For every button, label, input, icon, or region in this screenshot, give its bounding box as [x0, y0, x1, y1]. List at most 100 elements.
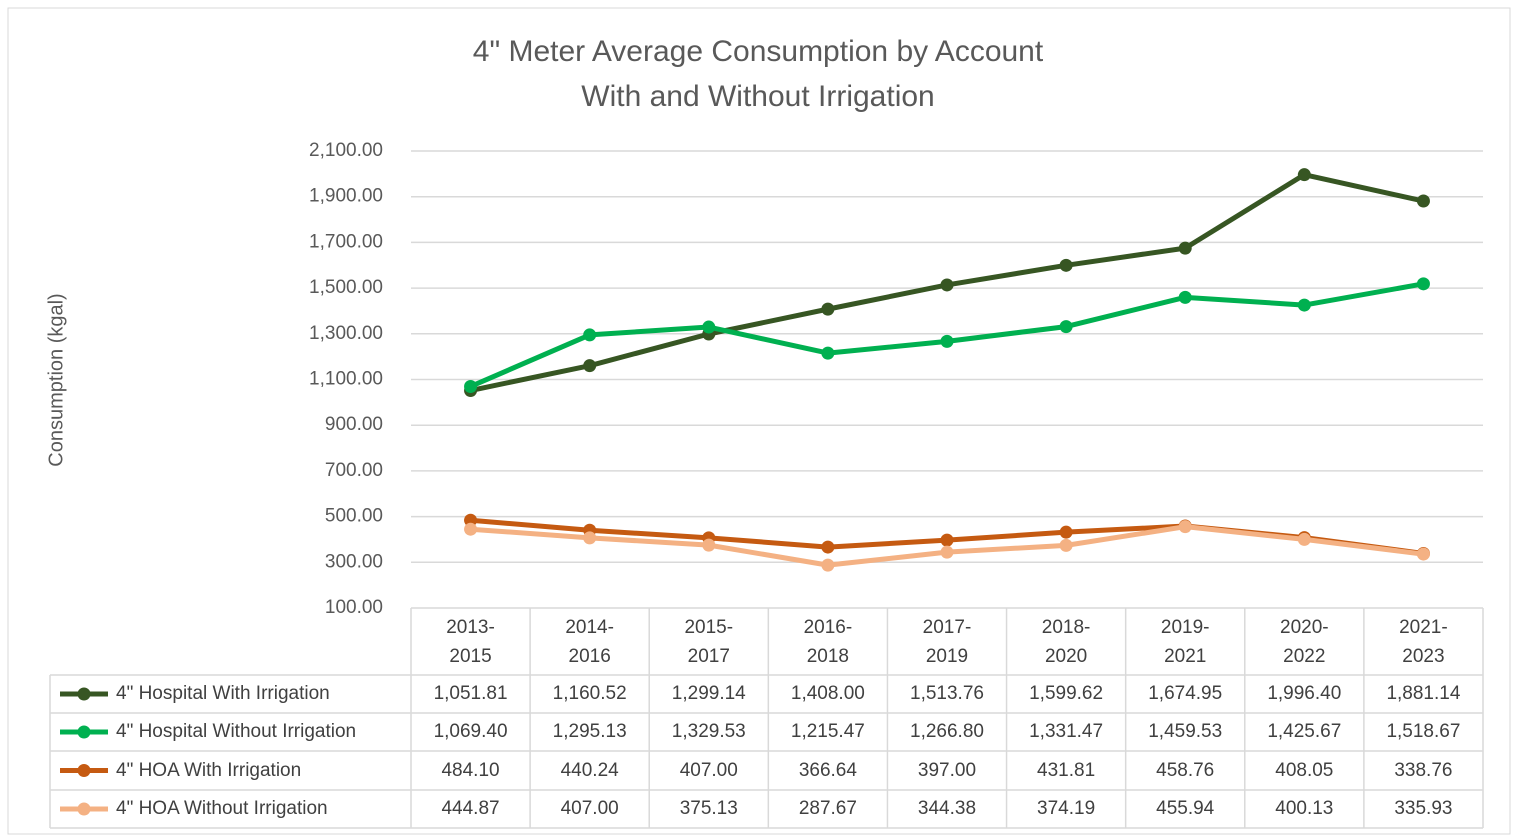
data-label-text: 1,425.67	[1267, 721, 1342, 742]
data-label: 455.94	[1126, 790, 1245, 828]
x-tick-label-text: 2019-2021	[1160, 616, 1210, 667]
x-tick-label: 2014-2016	[530, 608, 649, 675]
data-label: 335.93	[1364, 790, 1483, 828]
data-label: 444.87	[411, 790, 530, 828]
data-label-text: 400.13	[1275, 798, 1334, 819]
data-label-text: 431.81	[1037, 759, 1096, 781]
legend-marker	[77, 687, 91, 701]
y-tick-label: 1,500.00	[309, 277, 383, 298]
data-label: 1,215.47	[768, 713, 887, 751]
data-label: 1,331.47	[1007, 713, 1126, 751]
data-point	[1059, 320, 1073, 334]
legend-marker	[77, 764, 91, 777]
x-tick-label-text: 2017-2019	[922, 616, 972, 667]
data-point	[1416, 547, 1430, 561]
data-label-text: 1,266.80	[910, 721, 984, 742]
data-label: 440.24	[530, 751, 649, 790]
data-point	[940, 278, 954, 292]
data-label-text: 484.10	[441, 759, 500, 781]
data-label-text: 407.00	[560, 798, 619, 819]
y-tick-label: 2,100.00	[309, 140, 383, 161]
data-point	[940, 533, 954, 547]
y-tick-label: 300.00	[325, 551, 383, 572]
data-label-text: 1,331.47	[1029, 721, 1104, 742]
data-label: 1,266.80	[887, 713, 1006, 751]
data-label: 1,051.81	[411, 675, 530, 713]
data-label-text: 1,295.13	[552, 721, 627, 742]
x-tick-label-text: 2014-2016	[565, 616, 614, 667]
data-label: 338.76	[1364, 751, 1483, 790]
data-point	[1297, 168, 1311, 182]
data-label-text: 1,996.40	[1267, 683, 1342, 704]
data-label-text: 338.76	[1394, 759, 1453, 781]
y-tick-label: 500.00	[325, 506, 383, 527]
y-tick-label: 100.00	[325, 597, 383, 618]
data-label: 1,518.67	[1364, 713, 1483, 751]
data-label: 375.13	[649, 790, 768, 828]
x-tick-label: 2015-2017	[649, 608, 768, 675]
y-tick-label: 1,100.00	[309, 369, 383, 390]
data-point	[702, 538, 716, 552]
data-label: 407.00	[530, 790, 649, 828]
data-label-text: 408.05	[1275, 759, 1334, 781]
legend-label: 4" Hospital With Irrigation	[116, 675, 407, 713]
data-label-text: 1,513.76	[910, 683, 984, 704]
data-label: 431.81	[1007, 751, 1126, 790]
data-label: 1,599.62	[1007, 675, 1126, 713]
legend-label-text: 4" HOA With Irrigation	[116, 759, 302, 781]
data-point	[1297, 298, 1311, 312]
x-tick-label-text: 2021-2023	[1399, 616, 1448, 667]
data-point	[1178, 241, 1192, 255]
data-label-text: 1,459.53	[1148, 721, 1223, 742]
legend-label: 4" HOA With Irrigation	[116, 751, 407, 790]
data-label: 458.76	[1126, 751, 1245, 790]
data-point	[464, 513, 478, 527]
y-tick-label: 900.00	[325, 414, 383, 435]
x-tick-label-text: 2018-2020	[1041, 616, 1091, 667]
data-label-text: 407.00	[679, 759, 738, 781]
data-label: 1,425.67	[1245, 713, 1364, 751]
legend-label: 4" HOA Without Irrigation	[116, 790, 407, 828]
x-tick-label-text: 2015-2017	[684, 616, 734, 667]
data-point	[1178, 290, 1192, 304]
data-label-text: 1,881.14	[1386, 683, 1461, 704]
data-point	[464, 522, 478, 536]
data-label: 374.19	[1007, 790, 1126, 828]
data-point	[583, 531, 597, 545]
data-label-text: 374.19	[1037, 798, 1096, 819]
data-label-text: 1,051.81	[433, 683, 508, 704]
data-label-text: 344.38	[917, 798, 977, 819]
chart-title: 4" Meter Average Consumption by Account	[473, 35, 1044, 68]
data-label: 484.10	[411, 751, 530, 790]
data-label-text: 287.67	[798, 798, 857, 819]
data-point	[583, 328, 597, 342]
data-label: 1,674.95	[1126, 675, 1245, 713]
data-label-text: 1,160.52	[552, 683, 627, 704]
data-label-text: 1,299.14	[671, 683, 746, 704]
legend-label-text: 4" Hospital Without Irrigation	[116, 721, 357, 742]
data-point	[1416, 277, 1430, 291]
data-point	[821, 346, 835, 360]
data-label-text: 1,408.00	[790, 683, 865, 704]
data-label: 1,160.52	[530, 675, 649, 713]
data-label-text: 1,329.53	[671, 721, 746, 742]
data-point	[821, 302, 835, 316]
data-point	[702, 320, 716, 334]
chart-title: With and Without Irrigation	[581, 80, 934, 113]
data-label: 1,069.40	[411, 713, 530, 751]
data-label-text: 1,215.47	[790, 721, 865, 742]
y-tick-label: 1,300.00	[309, 323, 383, 344]
data-label-text: 375.13	[679, 798, 738, 819]
x-tick-label: 2016-2018	[768, 608, 887, 675]
legend-marker	[77, 802, 91, 816]
legend-label-text: 4" HOA Without Irrigation	[116, 798, 328, 819]
data-label: 1,881.14	[1364, 675, 1483, 713]
legend-marker	[77, 725, 91, 739]
data-point	[1178, 520, 1192, 534]
data-label-text: 397.00	[917, 759, 977, 781]
y-tick-label: 1,700.00	[309, 231, 383, 252]
data-label: 344.38	[887, 790, 1006, 828]
data-label: 397.00	[887, 751, 1006, 790]
data-point	[1297, 532, 1311, 546]
